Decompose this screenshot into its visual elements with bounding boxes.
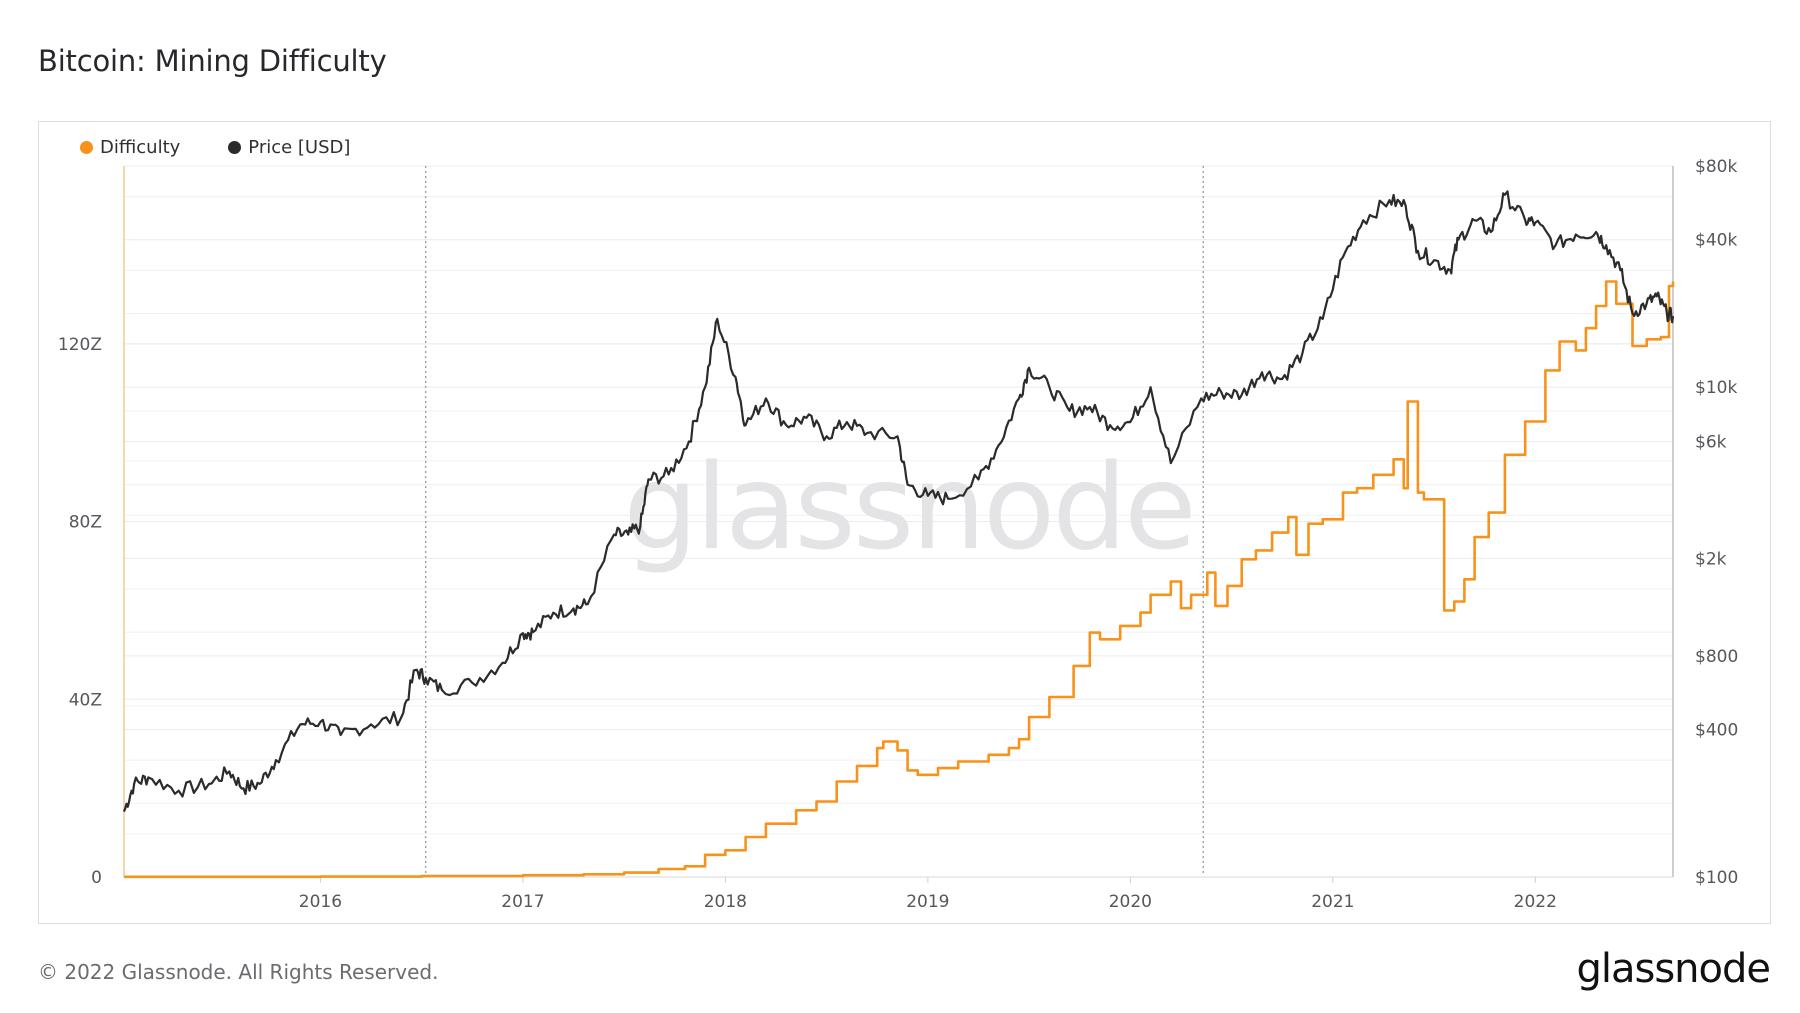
y-right-tick-label: $400 <box>1695 721 1738 741</box>
y-right-tick-label: $800 <box>1695 647 1738 667</box>
y-left-tick-label: 80Z <box>69 513 102 533</box>
x-tick-label: 2016 <box>299 892 342 912</box>
y-right-tick-label: $6k <box>1695 433 1727 453</box>
y-right-tick-label: $80k <box>1695 157 1737 177</box>
page-title: Bitcoin: Mining Difficulty <box>38 44 387 78</box>
series-line-difficulty <box>124 280 1675 879</box>
chart-legend: Difficulty Price [USD] <box>80 137 350 158</box>
legend-label-price: Price [USD] <box>248 137 351 158</box>
x-tick-label: 2018 <box>704 892 747 912</box>
legend-dot-price <box>228 141 242 154</box>
y-left-tick-label: 120Z <box>58 335 102 355</box>
x-tick-label: 2021 <box>1311 892 1354 912</box>
watermark-text: glassnode <box>623 438 1193 576</box>
y-left-tick-label: 40Z <box>69 690 102 710</box>
legend-item-price[interactable]: Price [USD] <box>228 137 350 158</box>
copyright-text: © 2022 Glassnode. All Rights Reserved. <box>38 960 439 984</box>
legend-dot-difficulty <box>80 141 93 154</box>
y-right-tick-label: $2k <box>1695 549 1727 569</box>
series-line-price <box>122 190 1675 812</box>
glassnode-logo: glassnode <box>1576 946 1771 992</box>
x-tick-label: 2019 <box>906 892 949 912</box>
y-right-tick-label: $10k <box>1695 378 1737 398</box>
legend-label-difficulty: Difficulty <box>100 137 181 158</box>
y-right-tick-label: $100 <box>1695 868 1738 888</box>
y-right-tick-label: $40k <box>1695 231 1737 251</box>
x-tick-label: 2017 <box>501 892 544 912</box>
x-tick-label: 2020 <box>1109 892 1152 912</box>
x-tick-label: 2022 <box>1514 892 1557 912</box>
legend-item-difficulty[interactable]: Difficulty <box>80 137 180 158</box>
chart-frame <box>38 121 1771 924</box>
y-left-tick-label: 0 <box>91 868 102 888</box>
